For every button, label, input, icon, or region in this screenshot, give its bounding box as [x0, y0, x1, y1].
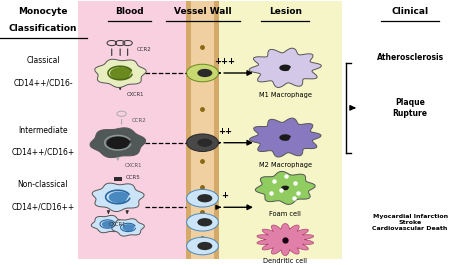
Polygon shape [95, 59, 146, 87]
Text: Monocyte: Monocyte [18, 7, 68, 16]
Text: CXCR1: CXCR1 [109, 222, 127, 227]
Text: Intermediate: Intermediate [18, 126, 68, 135]
Text: Dendritic cell: Dendritic cell [263, 258, 307, 264]
Text: +++: +++ [214, 57, 236, 66]
Text: M1 Macrophage: M1 Macrophage [259, 92, 312, 98]
Text: Clinical: Clinical [392, 7, 428, 16]
Text: CD14++/CD16+: CD14++/CD16+ [11, 148, 74, 157]
Polygon shape [102, 221, 114, 228]
Polygon shape [112, 219, 145, 236]
Circle shape [197, 194, 212, 202]
Bar [191, 1, 214, 259]
Text: CXCR1: CXCR1 [125, 163, 142, 168]
Text: ++: ++ [218, 127, 232, 136]
Text: Blood: Blood [115, 7, 144, 16]
Circle shape [197, 218, 212, 226]
Text: Non-classical: Non-classical [18, 180, 68, 189]
Text: CCR2: CCR2 [132, 118, 146, 123]
Text: CXCR1: CXCR1 [127, 92, 145, 97]
Circle shape [187, 64, 219, 82]
Text: CCR5: CCR5 [126, 175, 141, 180]
Polygon shape [255, 171, 315, 204]
Text: Classification: Classification [9, 24, 77, 33]
Bar [114, 177, 121, 182]
Bar [186, 1, 219, 259]
Circle shape [187, 237, 219, 255]
Polygon shape [109, 192, 129, 203]
Text: Foam cell: Foam cell [269, 211, 301, 217]
Polygon shape [92, 183, 144, 211]
Circle shape [187, 189, 219, 207]
Polygon shape [279, 134, 291, 141]
Bar [78, 1, 188, 259]
Text: +: + [221, 191, 228, 200]
Circle shape [197, 69, 212, 77]
Text: CCR2: CCR2 [137, 47, 151, 52]
Circle shape [187, 214, 219, 231]
Text: Atherosclerosis: Atherosclerosis [377, 53, 444, 62]
Text: Plaque
Rupture: Plaque Rupture [392, 98, 428, 118]
Polygon shape [279, 65, 291, 71]
Polygon shape [122, 224, 135, 231]
Polygon shape [249, 48, 321, 87]
Text: Vessel Wall: Vessel Wall [174, 7, 232, 16]
Bar [219, 1, 342, 259]
Text: CD14+/CD16++: CD14+/CD16++ [11, 202, 74, 211]
Polygon shape [107, 136, 131, 150]
Text: Lesion: Lesion [269, 7, 302, 16]
Polygon shape [91, 215, 124, 233]
Polygon shape [90, 128, 146, 158]
Polygon shape [281, 186, 289, 190]
Polygon shape [257, 224, 314, 255]
Polygon shape [249, 118, 321, 157]
Polygon shape [110, 67, 132, 80]
Text: Classical: Classical [26, 56, 60, 65]
Circle shape [197, 139, 212, 147]
Circle shape [197, 242, 212, 250]
Text: CD14++/CD16-: CD14++/CD16- [13, 78, 73, 87]
Text: M2 Macrophage: M2 Macrophage [259, 162, 312, 168]
Circle shape [187, 134, 219, 152]
Text: Myocardial Infarction
Stroke
Cardiovascular Death: Myocardial Infarction Stroke Cardiovascu… [373, 214, 448, 231]
